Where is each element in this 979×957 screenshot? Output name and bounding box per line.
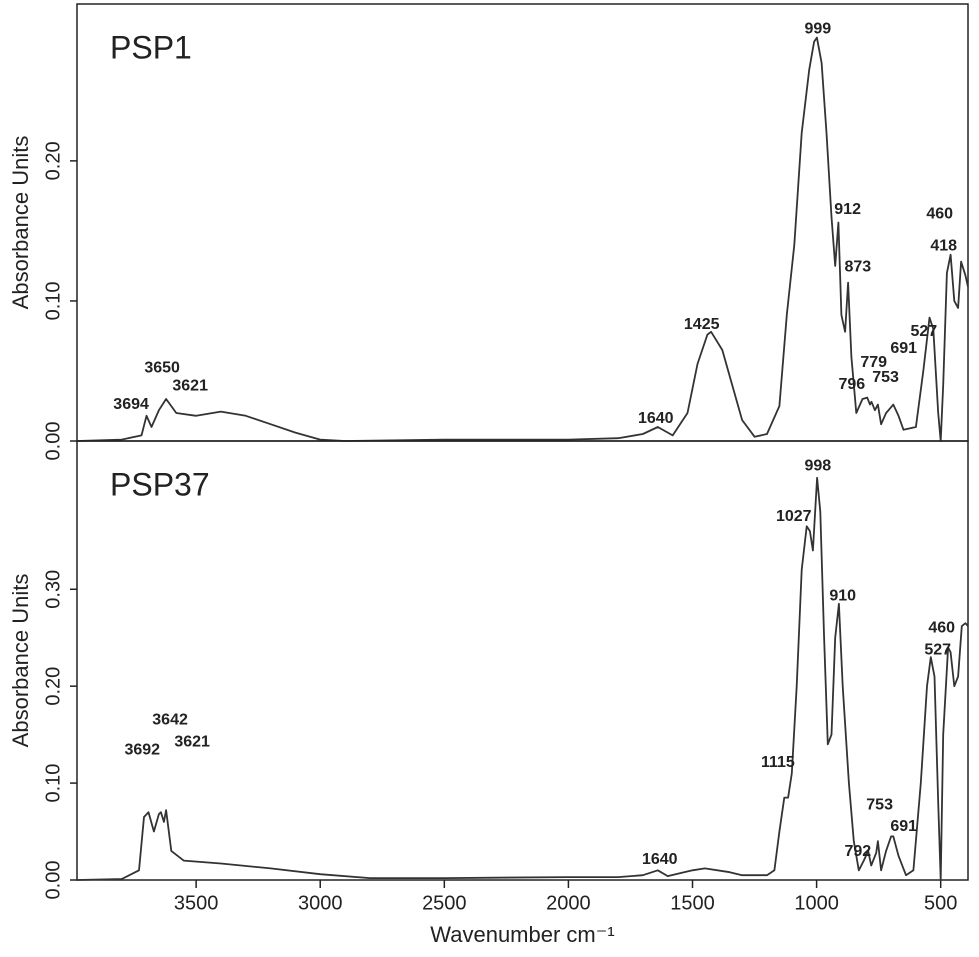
peak-label: 3621	[172, 378, 208, 395]
peak-label: 527	[910, 323, 937, 340]
x-tick-label: 1000	[794, 892, 839, 914]
peak-label: 753	[866, 797, 893, 814]
spectrum-line	[76, 36, 969, 442]
x-tick-label: 2000	[546, 892, 591, 914]
peak-label: 691	[890, 340, 917, 357]
peak-label: 460	[926, 205, 953, 222]
plot-frame	[76, 440, 969, 881]
peak-label: 1425	[684, 316, 720, 333]
peak-label: 873	[844, 259, 871, 276]
plot-frame	[76, 3, 969, 442]
y-tick-label: 0.20	[42, 141, 64, 180]
y-tick-label: 0.20	[42, 667, 64, 706]
peak-label: 527	[924, 642, 951, 659]
y-tick-label: 0.00	[42, 422, 64, 461]
peak-label: 912	[834, 201, 861, 218]
peak-label: 3642	[152, 711, 188, 728]
peak-label: 999	[804, 20, 831, 37]
peak-label: 998	[804, 457, 831, 474]
peak-label: 1115	[761, 754, 795, 771]
peak-label: 418	[930, 238, 957, 255]
x-axis-title: Wavenumber cm⁻¹	[430, 922, 614, 947]
x-tick-label: 3000	[298, 892, 343, 914]
peak-label: 1640	[642, 851, 678, 868]
x-tick-label: 500	[924, 892, 957, 914]
peak-label: 691	[890, 818, 917, 835]
peak-label: 1027	[776, 508, 812, 525]
peak-label: 792	[844, 843, 871, 860]
peak-label: 910	[829, 587, 856, 604]
peak-label: 3692	[124, 741, 160, 758]
peak-label: 3694	[113, 396, 149, 413]
peak-label: 796	[838, 376, 865, 393]
peak-label: 779	[860, 354, 887, 371]
y-axis-title: Absorbance Units	[8, 574, 33, 748]
peak-label: 460	[928, 619, 955, 636]
x-tick-label: 2500	[422, 892, 467, 914]
peak-label: 753	[872, 369, 899, 386]
peak-label: 3650	[144, 359, 180, 376]
spectrum-line	[76, 476, 969, 881]
panel-title: PSP1	[110, 29, 192, 65]
peak-label: 1640	[638, 410, 674, 427]
y-tick-label: 0.30	[42, 570, 64, 609]
y-tick-label: 0.10	[42, 764, 64, 803]
peak-label: 3621	[174, 734, 210, 751]
panel-title: PSP37	[110, 466, 210, 502]
y-tick-label: 0.10	[42, 281, 64, 320]
y-axis-title: Absorbance Units	[8, 136, 33, 310]
x-tick-label: 3500	[174, 892, 219, 914]
x-tick-label: 1500	[670, 892, 715, 914]
y-tick-label: 0.00	[42, 861, 64, 900]
